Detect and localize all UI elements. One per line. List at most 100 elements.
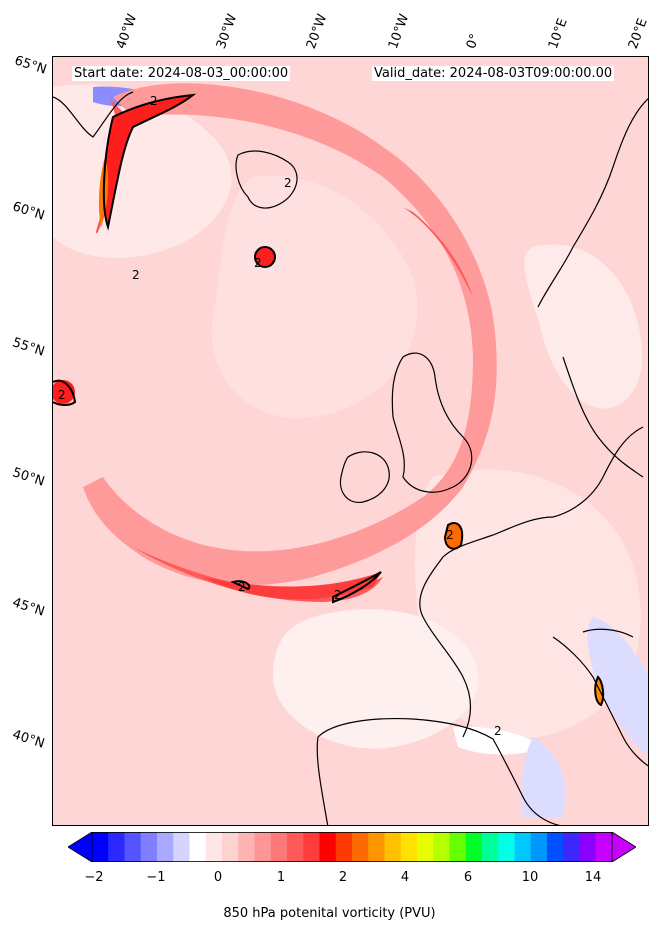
pv-negative-patch-mediterranean (587, 617, 648, 756)
colorbar-swatch (173, 832, 190, 862)
pv-core-english-channel (445, 523, 463, 549)
colorbar-swatch (189, 832, 207, 862)
cbar-tick: 4 (400, 870, 410, 885)
colorbar-swatch (449, 832, 467, 862)
coastline-continent-north (442, 426, 644, 558)
cbar-tick: 14 (584, 870, 602, 885)
cbar-tick: −2 (84, 870, 104, 885)
contour-biscay (332, 571, 382, 604)
colorbar-swatch (595, 832, 613, 862)
pv-field-map (53, 57, 648, 825)
pv-band-medium (83, 83, 497, 586)
pv-zero-patch-iberia (453, 726, 543, 755)
cbar-tick: 10 (521, 870, 539, 885)
contour-label: 2 (254, 256, 262, 270)
map-panel (52, 56, 649, 826)
colorbar-swatch (384, 832, 402, 862)
contour-label: 2 (284, 176, 292, 190)
contour-label: 2 (494, 724, 502, 738)
coastline-great-britain (391, 352, 473, 493)
lon-label-20w: 20°W (303, 12, 331, 51)
lat-label-40n: 40°N (10, 727, 47, 752)
colorbar-swatch (92, 832, 109, 862)
colorbar-swatch (368, 832, 385, 862)
lon-label-10e: 10°E (545, 16, 571, 51)
pv-low-patch-scandinavia (524, 244, 643, 409)
pv-core-greenland (103, 95, 193, 227)
coastline-greenland (53, 91, 134, 138)
colorbar-swatch (400, 832, 418, 862)
pv-low-patch-northwest (53, 84, 232, 258)
colorbar-swatch (303, 832, 320, 862)
contour-label: 2 (334, 588, 342, 602)
lat-label-65n: 65°N (12, 53, 49, 78)
colorbar-swatch (270, 832, 288, 862)
lon-label-10w: 10°W (385, 12, 413, 51)
cbar-tick: 2 (338, 870, 348, 885)
colorbar-swatch (352, 832, 369, 862)
colorbar-swatch (124, 832, 142, 862)
pv-core-iceland-south (255, 247, 275, 267)
contour-label: 2 (58, 388, 66, 402)
coastline-ireland (339, 451, 390, 504)
lon-label-40w: 40°W (113, 12, 141, 51)
colorbar-extend-high (611, 832, 636, 862)
contour-label: 2 (446, 528, 454, 542)
lat-label-45n: 45°N (10, 595, 47, 620)
colorbar-swatch (530, 832, 548, 862)
pv-contours (53, 93, 605, 707)
colorbar-swatch (433, 832, 450, 862)
contour-label: 2 (132, 268, 140, 282)
start-date-label: Start date: 2024-08-03_00:00:00 (72, 66, 291, 81)
contour-atlantic-small (230, 580, 251, 591)
colorbar-swatch (498, 832, 515, 862)
colorbar-swatch (579, 832, 597, 862)
pv-negative-patch-iberia (521, 737, 566, 817)
cbar-tick: −1 (146, 870, 166, 885)
contour-italy (594, 675, 605, 707)
pv-low-patch-central (211, 175, 418, 419)
colorbar-swatch (563, 832, 580, 862)
colorbar-swatch (287, 832, 304, 862)
colorbar-swatch (254, 832, 272, 862)
coastline-france-west (419, 556, 472, 738)
colorbar-swatch (465, 832, 483, 862)
colorbar-frame (91, 832, 613, 862)
coastline-norway (537, 98, 648, 308)
colorbar (68, 832, 636, 862)
contour-iceland-south (254, 246, 276, 268)
colorbar-swatch (140, 832, 158, 862)
colorbar-swatch (319, 832, 337, 862)
coastline-iberia-north (317, 718, 561, 825)
contour-label: 2 (150, 94, 158, 108)
colorbar-extend-low (68, 832, 93, 862)
lon-label-20e: 20°E (625, 16, 651, 51)
colorbar-swatch (205, 832, 223, 862)
colorbar-swatch (157, 832, 174, 862)
lat-label-55n: 55°N (10, 335, 47, 360)
contour-greenland (102, 93, 197, 231)
colorbar-swatch (417, 832, 434, 862)
coastline-iberia-west (316, 736, 329, 825)
lat-label-60n: 60°N (10, 199, 47, 224)
coastline-iceland (235, 150, 298, 209)
cbar-tick: 0 (213, 870, 223, 885)
contour-label: 2 (238, 580, 246, 594)
colorbar-label: 850 hPa potenital vorticity (PVU) (223, 906, 436, 921)
colorbar-swatch (482, 832, 499, 862)
contour-english-channel (443, 522, 464, 550)
lat-label-50n: 50°N (10, 465, 47, 490)
cbar-tick: 1 (276, 870, 286, 885)
coastline-italy (552, 636, 648, 767)
contour-west-edge (53, 379, 77, 406)
coastlines (53, 91, 648, 825)
pv-low-patch-biscay (273, 609, 479, 749)
coastline-sweden (562, 356, 644, 478)
colorbar-swatch (222, 832, 239, 862)
lon-label-30w: 30°W (213, 12, 241, 51)
colorbar-swatch (547, 832, 564, 862)
colorbar-swatch (108, 832, 125, 862)
coastline-alps-coast (582, 628, 634, 638)
colorbar-swatch (514, 832, 532, 862)
colorbar-swatch (238, 832, 255, 862)
